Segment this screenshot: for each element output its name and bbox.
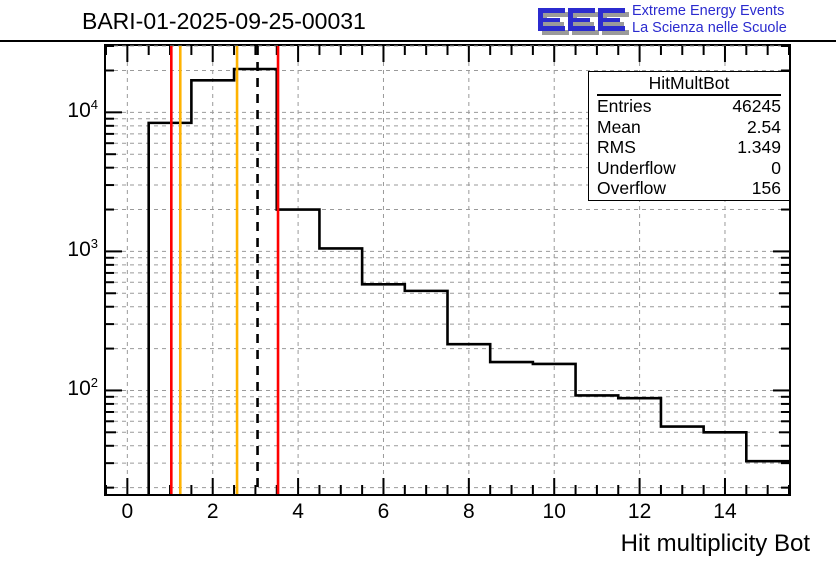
stats-key: Entries bbox=[597, 96, 652, 116]
y-tick-base: 10 bbox=[67, 377, 91, 401]
x-tick-label: 4 bbox=[292, 500, 304, 523]
stats-value: 0 bbox=[771, 157, 781, 178]
x-tick-label: 2 bbox=[206, 500, 219, 523]
stats-title: HitMultBot bbox=[597, 72, 781, 96]
y-tick-label: 103 bbox=[67, 236, 98, 262]
eee-letters-icon bbox=[538, 8, 629, 35]
stats-value: 1.349 bbox=[737, 137, 781, 157]
stats-value: 156 bbox=[751, 178, 781, 198]
eee-logo-line2: La Scienza nelle Scuole bbox=[632, 20, 787, 36]
eee-logo: Extreme Energy Events La Scienza nelle S… bbox=[536, 2, 836, 40]
eee-logo-line1: Extreme Energy Events bbox=[632, 3, 785, 19]
stats-key: Mean bbox=[597, 116, 641, 137]
stats-row: Underflow 0 bbox=[589, 158, 789, 179]
x-tick-label: 0 bbox=[121, 500, 134, 523]
stats-rows: Entries 46245 Mean 2.54 RMS 1.349 Underflow 0 Ov… bbox=[589, 96, 789, 199]
stats-row: Overflow 156 bbox=[589, 178, 789, 199]
x-tick-label: 12 bbox=[627, 500, 652, 523]
y-tick-label: 104 bbox=[67, 97, 98, 123]
x-axis-title: Hit multiplicity Bot bbox=[620, 530, 810, 557]
stats-key: Overflow bbox=[597, 178, 667, 198]
stats-row: Entries 46245 bbox=[589, 96, 789, 117]
y-tick-exponent: 3 bbox=[90, 236, 98, 252]
stats-key: RMS bbox=[597, 137, 636, 157]
x-tick-label: 6 bbox=[377, 500, 390, 523]
x-tick-label: 14 bbox=[713, 500, 737, 523]
y-tick-label: 102 bbox=[67, 375, 98, 401]
stats-box: HitMultBot Entries 46245 Mean 2.54 RMS 1.349 U… bbox=[588, 71, 790, 201]
y-tick-base: 10 bbox=[67, 238, 91, 262]
y-tick-base: 10 bbox=[67, 99, 91, 123]
y-tick-exponent: 4 bbox=[90, 97, 98, 113]
stats-value: 2.54 bbox=[746, 116, 781, 137]
page-title: BARI-01-2025-09-25-00031 bbox=[82, 8, 366, 34]
x-tick-label: 10 bbox=[542, 500, 566, 523]
stats-row: Mean 2.54 bbox=[589, 117, 789, 138]
stats-row: RMS 1.349 bbox=[589, 137, 789, 158]
y-tick-exponent: 2 bbox=[90, 375, 98, 391]
header-rule bbox=[0, 40, 836, 42]
stats-value: 46245 bbox=[732, 96, 781, 116]
eee-logo-text: Extreme Energy Events La Scienza nelle S… bbox=[632, 3, 787, 37]
stats-key: Underflow bbox=[597, 157, 676, 178]
x-tick-label: 8 bbox=[463, 500, 475, 523]
